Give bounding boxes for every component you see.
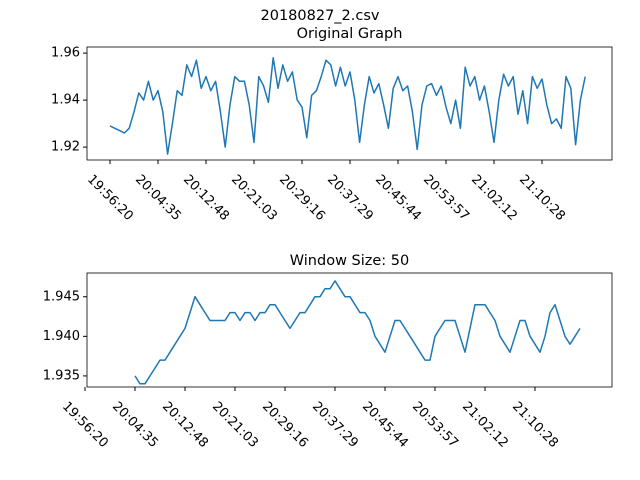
y-tick-label: 1.96 <box>51 46 80 61</box>
line-series <box>109 57 586 155</box>
y-tick-label: 1.940 <box>43 329 80 344</box>
plot-frame <box>86 272 613 388</box>
y-tick-label: 1.935 <box>43 368 80 383</box>
y-tick-label: 1.92 <box>51 140 80 155</box>
figure-title: 20180827_2.csv <box>261 8 380 24</box>
y-tick-label: 1.94 <box>51 93 80 108</box>
chart-title: Window Size: 50 <box>290 253 410 269</box>
line-series <box>134 280 581 385</box>
chart-title: Original Graph <box>297 26 403 42</box>
y-tick-label: 1.945 <box>43 289 80 304</box>
plot-frame <box>86 46 613 161</box>
